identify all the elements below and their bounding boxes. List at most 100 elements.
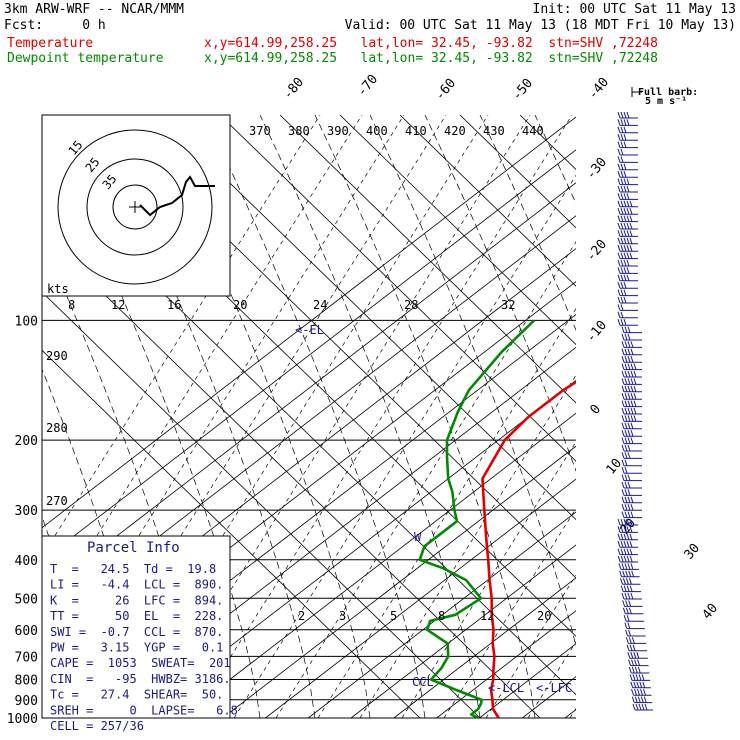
hodograph-speed-label: 16	[167, 298, 181, 312]
wind-barb	[619, 570, 640, 578]
mixing-ratio-line	[317, 307, 576, 718]
theta-label: 370	[249, 124, 271, 138]
pressure-label: 700	[15, 650, 38, 665]
mixing-ratio-line	[42, 115, 363, 624]
parcel-info-rows: T = 24.5 Td = 19.8 LI = -4.4 LCL = 890.K …	[50, 562, 238, 733]
hodo-ring	[57, 129, 213, 285]
valid-time: Valid: 00 UTC Sat 11 May 13 (18 MDT Fri …	[344, 18, 736, 33]
moist-adiabat	[479, 115, 576, 332]
pressure-label: 500	[15, 592, 38, 607]
isotherm-label: -80	[281, 75, 308, 103]
mixing-ratio-label: 3	[339, 609, 346, 623]
parcel-info-row: K = 26 LFC = 894.	[50, 593, 223, 607]
wind-barb	[617, 200, 638, 208]
lfc-marker: <-LFC	[536, 681, 572, 695]
mixing-ratio-line	[569, 707, 576, 718]
wind-barbs	[617, 111, 653, 711]
parcel-info-box	[41, 535, 231, 719]
wind-barb	[621, 415, 642, 422]
hodo-trace	[139, 175, 215, 217]
isotherm	[436, 610, 576, 718]
parcel-info-title: Parcel Info	[87, 540, 180, 556]
wind-barb	[617, 141, 638, 149]
dry-adiabat-label: 280	[46, 421, 68, 435]
dry-adiabat	[580, 115, 740, 718]
parcel-info-row: PW = 3.15 YGP = 0.1	[50, 641, 223, 655]
forecast-hour: Fcst: 0 h	[4, 18, 106, 33]
wind-barb	[628, 666, 650, 674]
wind-barb	[617, 518, 638, 526]
isotherm	[564, 709, 576, 718]
wind-barb	[617, 282, 638, 289]
el-marker: <-EL	[295, 323, 324, 337]
wind-barb	[622, 607, 644, 615]
lcl-marker: <-LCL	[488, 681, 524, 695]
wind-barb	[617, 171, 638, 178]
isotherm-label: -60	[433, 76, 460, 104]
mixing-ratio-label: 2	[298, 609, 305, 623]
wind-barb	[617, 259, 638, 267]
wind-barb	[621, 422, 642, 430]
wind-barb	[617, 541, 638, 548]
hodograph-speed-label: 28	[404, 298, 418, 312]
theta-label: 380	[288, 124, 310, 138]
dry-adiabat	[42, 349, 421, 718]
init-time: Init: 00 UTC Sat 11 May 13	[532, 2, 737, 17]
parcel-info-row: SREH = 0 LAPSE= 6.8	[50, 703, 238, 717]
mixing-ratio-line	[42, 115, 405, 691]
temperature-label: Temperature	[7, 36, 94, 51]
hodograph-speed-label: 12	[111, 298, 125, 312]
hodograph-box	[41, 114, 231, 297]
wind-legend-unit: 5 m s⁻¹	[645, 96, 687, 107]
wind-barb	[621, 400, 642, 408]
theta-label: 420	[444, 124, 466, 138]
wind-barb	[617, 222, 638, 230]
mixing-ratio-line	[149, 115, 531, 718]
wind-barb	[617, 245, 638, 252]
wind-barb	[617, 311, 638, 319]
wind-barb	[617, 237, 638, 245]
wind-barb	[621, 341, 642, 348]
wind-barb	[617, 134, 638, 141]
isotherm	[393, 577, 576, 718]
wind-barb	[617, 126, 638, 134]
wind-barb	[621, 437, 642, 445]
pressure-label: 300	[15, 504, 38, 519]
wind-barb	[621, 459, 642, 467]
mixing-ratio-line	[191, 115, 573, 718]
wind-barb	[631, 696, 653, 704]
wind-barb	[621, 326, 642, 334]
w-marker: W	[414, 530, 422, 544]
wind-barb	[621, 467, 642, 474]
pressure-label: 800	[15, 673, 38, 688]
wind-barb	[621, 452, 642, 459]
wind-barb	[617, 208, 638, 215]
moist-adiabat	[534, 115, 576, 205]
isotherm-label: 30	[682, 541, 704, 563]
isotherm-label: 0	[588, 402, 605, 418]
pressure-label: 200	[15, 434, 38, 449]
mixing-ratio-line	[65, 115, 447, 718]
wind-barb	[621, 393, 642, 400]
hodograph-unit: kts	[47, 282, 69, 296]
mixing-ratio-line	[233, 174, 576, 718]
isotherm	[350, 544, 576, 718]
pressure-label: 1000	[7, 712, 38, 727]
isotherm	[608, 115, 740, 718]
mixing-ratio-label: 12	[480, 609, 494, 623]
moist-adiabat	[424, 115, 576, 472]
pressure-label: 900	[15, 694, 38, 709]
isotherm	[42, 182, 576, 595]
wind-barb	[624, 622, 645, 630]
dry-adiabat	[279, 115, 576, 404]
isotherm	[179, 412, 576, 718]
isotherm	[42, 149, 576, 562]
wind-barb	[625, 629, 646, 637]
dewpoint-profile	[418, 319, 536, 718]
pressure-label: 400	[15, 554, 38, 569]
wind-barb	[627, 652, 648, 659]
wind-barb	[622, 600, 643, 607]
theta-label: 430	[483, 124, 505, 138]
hodograph-speed-label: 8	[68, 298, 75, 312]
